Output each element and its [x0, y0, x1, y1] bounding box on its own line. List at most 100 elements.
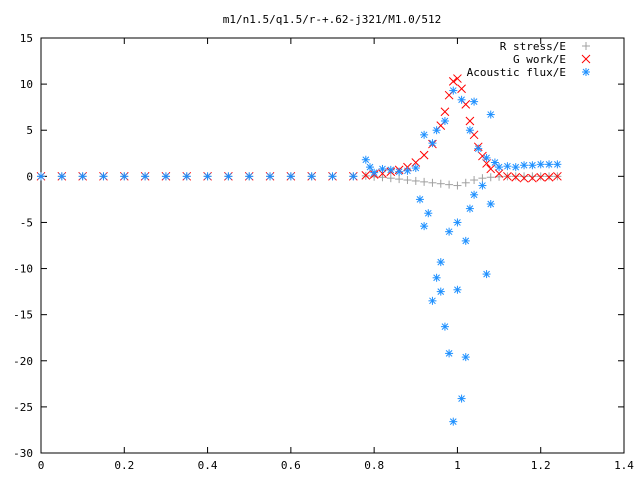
x-tick-label: 0.2 [114, 459, 134, 472]
data-point [378, 169, 387, 178]
data-point [511, 172, 520, 181]
data-point [474, 144, 483, 153]
data-point [486, 173, 495, 182]
series-2 [37, 86, 562, 426]
data-point [415, 195, 424, 204]
data-point [436, 287, 445, 296]
y-tick-label: 0 [26, 170, 33, 183]
data-point [465, 204, 474, 213]
data-point [266, 172, 275, 181]
y-tick-label: 15 [20, 32, 33, 45]
y-tick-label: 10 [20, 78, 33, 91]
data-point [528, 172, 537, 181]
data-point [424, 209, 433, 218]
data-point [449, 86, 458, 95]
data-point [365, 163, 374, 172]
data-point [224, 172, 233, 181]
data-point [519, 173, 529, 183]
data-point [486, 200, 495, 208]
x-tick-label: 0.6 [281, 459, 301, 472]
x-tick-label: 0.8 [364, 459, 384, 472]
series-1 [36, 74, 562, 183]
data-point [420, 177, 429, 186]
data-point [511, 163, 520, 172]
data-point [361, 155, 370, 164]
data-point [328, 172, 337, 181]
data-point [470, 190, 479, 199]
data-point [453, 285, 462, 294]
data-point [386, 174, 395, 183]
data-point [440, 107, 450, 117]
y-tick-label: -25 [13, 401, 33, 414]
y-tick-label: -20 [13, 355, 33, 368]
data-point [403, 176, 412, 185]
data-point [428, 296, 437, 305]
data-point [528, 173, 537, 183]
data-point [511, 172, 521, 182]
x-tick-label: 1.4 [614, 459, 634, 472]
data-point [432, 126, 441, 135]
data-point [545, 160, 554, 169]
legend-marker [582, 42, 590, 50]
data-point [553, 160, 562, 169]
data-point [428, 178, 437, 187]
data-point [495, 163, 504, 172]
data-point [386, 165, 395, 174]
x-tick-label: 1 [454, 459, 461, 472]
data-point [520, 172, 529, 181]
data-point [378, 164, 387, 173]
data-point [286, 172, 295, 181]
x-tick-label: 0 [38, 459, 45, 472]
y-tick-label: -5 [20, 216, 33, 229]
data-point [440, 322, 449, 331]
data-series [36, 74, 562, 426]
x-tick-label: 0.4 [198, 459, 218, 472]
y-tick-label: -15 [13, 309, 33, 322]
data-point [478, 174, 487, 183]
data-point [419, 150, 429, 160]
data-point [465, 126, 474, 135]
data-point [536, 172, 546, 182]
data-point [411, 176, 420, 185]
data-point [440, 117, 449, 125]
plot-frame [40, 37, 625, 454]
data-point [528, 161, 537, 170]
axis-tick-labels: 0 0.2 0.4 0.6 0.8 1 1.2 1.4 15 10 5 0 -5 -10 -15 -20 -25… [13, 32, 634, 472]
legend-label: R stress/E [500, 40, 566, 53]
data-point [420, 130, 429, 139]
data-point [520, 161, 529, 170]
data-point [57, 172, 66, 181]
data-point [141, 172, 150, 181]
data-point [395, 175, 404, 184]
data-point [420, 222, 429, 231]
data-point [503, 162, 512, 171]
data-point [461, 236, 470, 245]
data-point [490, 158, 499, 167]
y-tick-label: 5 [26, 124, 33, 137]
data-point [161, 172, 170, 181]
data-point [203, 172, 212, 181]
data-point [307, 172, 316, 181]
chart-title: m1/n1.5/q1.5/r-+.62-j321/M1.0/512 [223, 13, 442, 26]
data-point [457, 84, 466, 94]
data-point [453, 74, 462, 83]
data-point [449, 417, 458, 426]
y-tick-label: -30 [13, 447, 33, 460]
data-point [445, 349, 454, 358]
data-point [461, 178, 470, 187]
data-point [470, 97, 479, 106]
legend-label: G work/E [513, 53, 566, 66]
data-point [120, 172, 129, 181]
data-point [478, 181, 487, 190]
data-point [432, 273, 441, 282]
data-point [436, 179, 445, 188]
data-point [370, 168, 379, 177]
data-point [378, 173, 387, 182]
legend-marker [581, 54, 591, 64]
data-point [411, 164, 420, 173]
data-point [403, 166, 412, 175]
data-point [395, 167, 404, 176]
data-point [428, 139, 437, 148]
